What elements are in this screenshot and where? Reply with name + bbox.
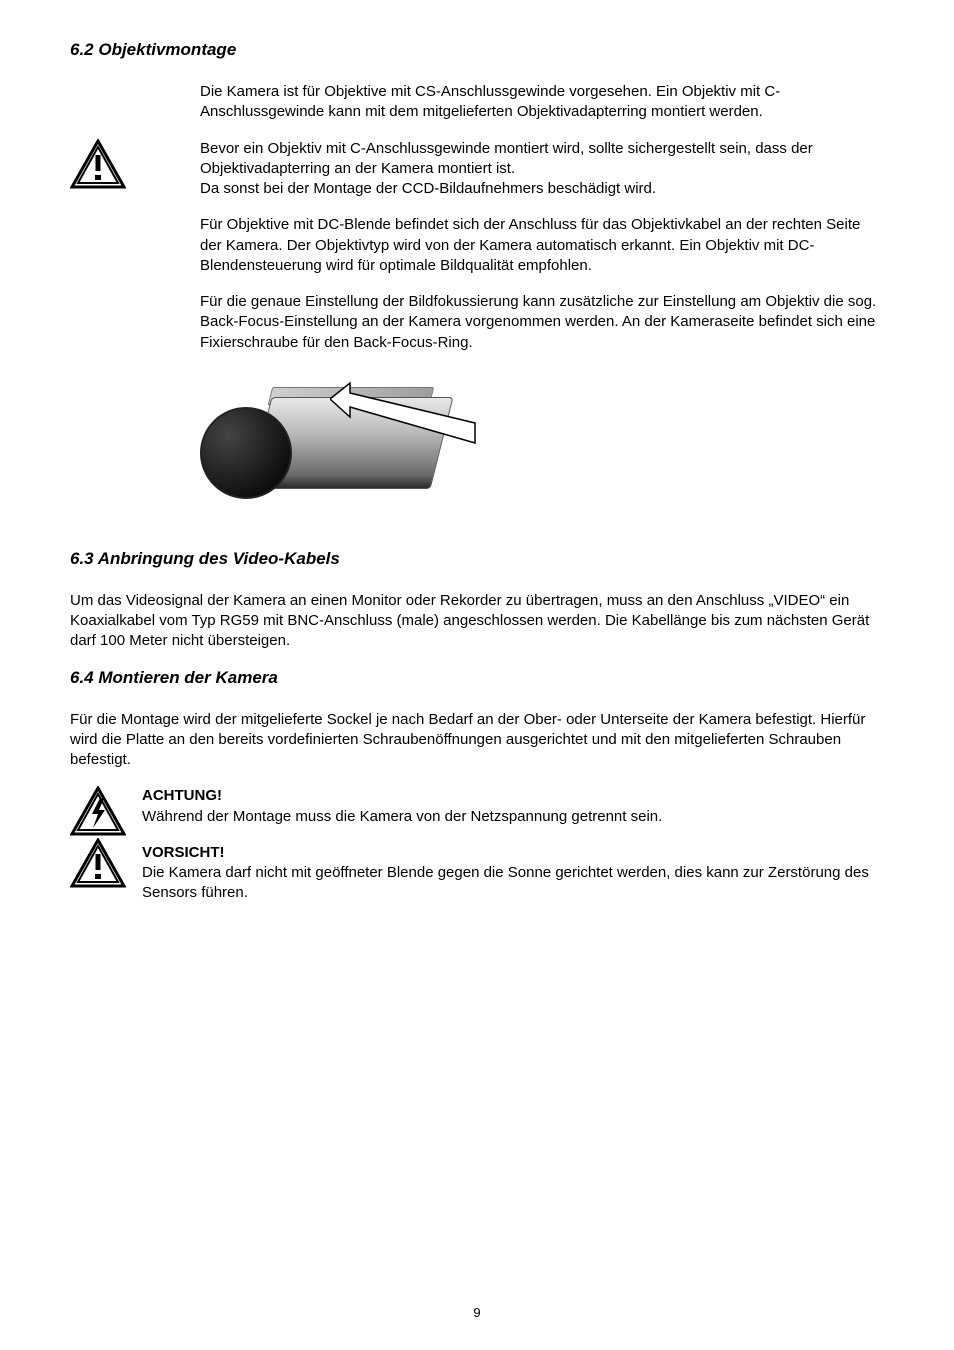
s62-warning-icon-col [70,139,200,189]
s63-p1: Um das Videosignal der Kamera an einen M… [70,591,884,652]
heading-6-4: 6.4 Montieren der Kamera [70,668,884,688]
s62-p1: Die Kamera ist für Objektive mit CS-Ansc… [200,82,884,123]
warning-triangle-icon [70,838,126,888]
heading-6-3: 6.3 Anbringung des Video-Kabels [70,549,884,569]
electric-warning-icon [70,786,126,836]
s64-p1: Für die Montage wird der mitgelieferte S… [70,710,884,771]
vorsicht-text: Die Kamera darf nicht mit geöffneter Ble… [142,863,884,904]
s62-p2a: Bevor ein Objektiv mit C-Anschlussgewind… [200,139,884,180]
s63-block: Um das Videosignal der Kamera an einen M… [70,591,884,652]
page-root: 6.2 Objektivmontage Die Kamera ist für O… [0,0,954,1350]
s64-achtung-row: ACHTUNG! Während der Montage muss die Ka… [70,786,884,903]
achtung-text: Während der Montage muss die Kamera von … [142,807,884,827]
s62-block2: Für Objektive mit DC-Blende befindet sic… [200,215,884,353]
s62-intro-block: Die Kamera ist für Objektive mit CS-Ansc… [200,82,884,123]
s64-icon-col [70,786,142,888]
s62-p2b: Da sonst bei der Montage der CCD-Bildauf… [200,179,884,199]
vorsicht-label: VORSICHT! [142,843,884,863]
s62-warning-text-col: Bevor ein Objektiv mit C-Anschlussgewind… [200,139,884,200]
page-number: 9 [0,1305,954,1320]
s64-block: Für die Montage wird der mitgelieferte S… [70,710,884,771]
achtung-label: ACHTUNG! [142,786,884,806]
heading-6-2: 6.2 Objektivmontage [70,40,884,60]
s64-warning-text-col: ACHTUNG! Während der Montage muss die Ka… [142,786,884,903]
pointer-arrow-icon [330,373,480,453]
camera-lens-shape [200,407,292,499]
s62-p3: Für Objektive mit DC-Blende befindet sic… [200,215,884,276]
camera-figure [200,369,460,509]
warning-triangle-icon [70,139,126,189]
s62-p4: Für die genaue Einstellung der Bildfokus… [200,292,884,353]
s62-warning-row: Bevor ein Objektiv mit C-Anschlussgewind… [70,139,884,200]
